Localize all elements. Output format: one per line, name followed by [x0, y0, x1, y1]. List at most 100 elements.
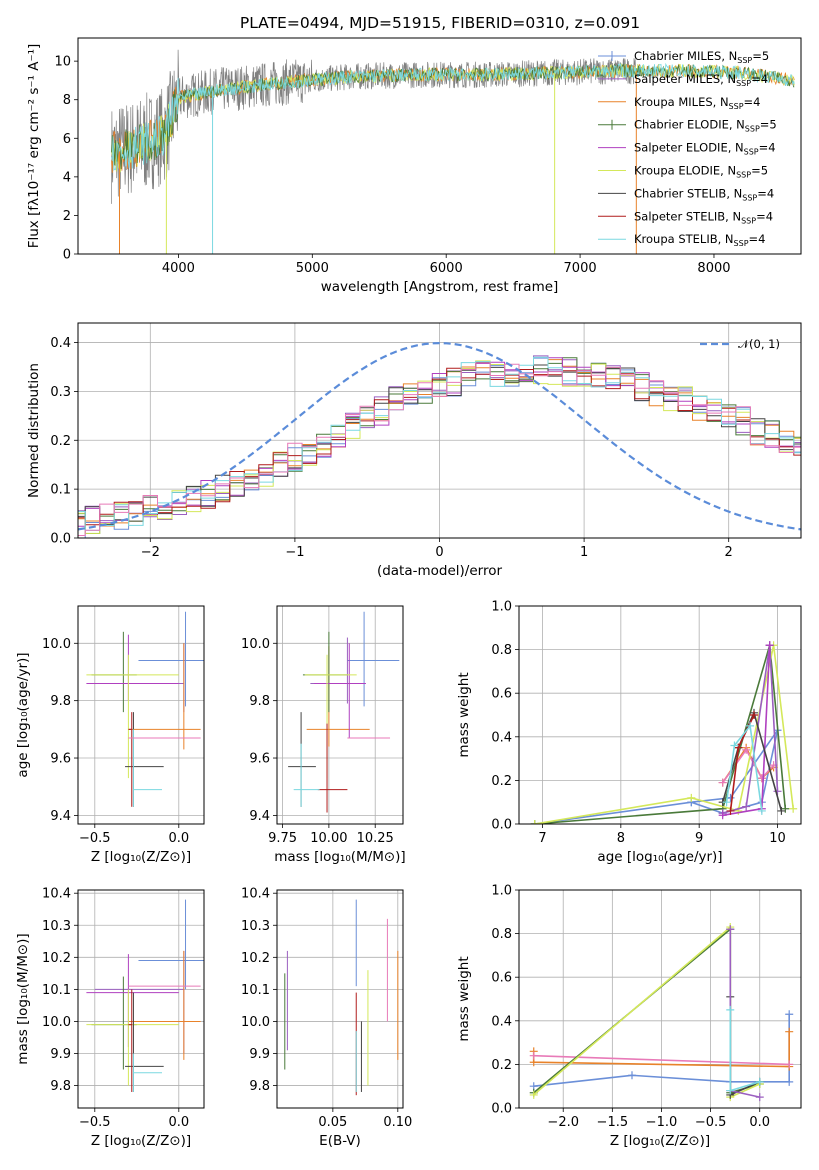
- x-tick-label: −1: [285, 545, 304, 560]
- x-tick-label: 7: [538, 831, 546, 846]
- chart-mass_weight_vs_age: 7 8 9 10 0.0 0.2 0.4 0.6 0.8 1.0 age [log₁₀(age/yr…: [456, 600, 802, 865]
- x-tick-label: 4000: [162, 261, 195, 276]
- mass-weight-point: [687, 793, 696, 802]
- y-axis-label: mass weight: [456, 672, 472, 757]
- mass-weight-point: [755, 1077, 764, 1086]
- x-axis-label: wavelength [Angstrom, rest frame]: [321, 279, 559, 295]
- axes-frame: [77, 889, 205, 1109]
- y-tick-label: 4: [63, 170, 71, 185]
- residual-histogram: [78, 357, 801, 527]
- x-axis-label: Z [log₁₀(Z/Z⊙)]: [91, 849, 191, 865]
- plot-area: [277, 606, 403, 824]
- mass-weight-point: [742, 745, 751, 754]
- legend-count: =5: [751, 164, 768, 178]
- mass-weight-line: [534, 644, 787, 824]
- legend-sub: SSP: [744, 148, 759, 157]
- y-tick-label: 0.6: [491, 687, 512, 702]
- mass-weight-line: [729, 929, 760, 1098]
- residual-histogram: [78, 355, 801, 522]
- x-axis-label: E(B-V): [319, 1133, 361, 1149]
- x-tick-label: −2: [141, 545, 160, 560]
- legend-label: Chabrier STELIB, NSSP=4: [634, 186, 774, 202]
- mass-weight-point: [726, 1086, 735, 1095]
- y-tick-label: 9.6: [50, 752, 71, 767]
- x-tick-label: 10.00: [310, 831, 347, 846]
- chart-mass_vs_ebv: 0.05 0.10 9.8 9.9 10.0 10.1 10.2 10.3 10.4 E(B-V): [241, 887, 412, 1149]
- x-tick-label: 0.0: [749, 1115, 770, 1130]
- mass-weight-point: [781, 804, 790, 813]
- mass-weight-point: [726, 806, 735, 815]
- y-tick-label: 0.1: [50, 483, 71, 498]
- x-tick-label: 8000: [697, 261, 730, 276]
- y-tick-label: 10.4: [42, 887, 71, 902]
- y-tick-label: 10.4: [241, 887, 270, 902]
- axes-frame: [518, 889, 802, 1109]
- legend-count: =5: [760, 118, 777, 132]
- y-tick-label: 0.8: [491, 643, 512, 658]
- mass-weight-point: [765, 641, 774, 650]
- legend-label: Kroupa STELIB, NSSP=4: [634, 232, 765, 248]
- y-tick-label: 10.3: [241, 919, 270, 934]
- legend-count: =4: [751, 72, 768, 86]
- residual-histogram: [78, 362, 801, 536]
- x-tick-label: 6000: [430, 261, 463, 276]
- y-tick-label: 0.2: [50, 434, 71, 449]
- mass-weight-point: [730, 741, 739, 750]
- x-tick-label: −0.5: [79, 831, 111, 846]
- chart-spectrum: 4000 5000 6000 7000 8000 0 2 4 6 8 10 wavelength [A…: [26, 37, 802, 295]
- mass-weight-point: [755, 1093, 764, 1102]
- mass-weight-point: [785, 1010, 794, 1019]
- y-tick-label: 0.4: [491, 1014, 512, 1029]
- chart-age_vs_Z: −0.5 0.0 9.4 9.6 9.8 10.0 Z [log₁₀(Z/Z⊙)] age […: [15, 605, 205, 865]
- y-tick-label: 10.2: [42, 951, 71, 966]
- chart-mass_vs_Z: −0.5 0.0 9.8 9.9 10.0 10.1 10.2 10.3 10.4 Z [log₁…: [15, 887, 205, 1149]
- mass-weight-point: [529, 1051, 538, 1060]
- legend-sub: SSP: [742, 193, 757, 202]
- x-tick-label: 0.0: [168, 1115, 189, 1130]
- mass-weight-point: [726, 1005, 735, 1014]
- axes-frame: [276, 889, 404, 1109]
- mass-weight-point: [785, 1027, 794, 1036]
- x-axis-label: Z [log₁₀(Z/Z⊙)]: [610, 1133, 710, 1149]
- x-tick-label: 9: [695, 831, 703, 846]
- mass-weight-line: [725, 723, 763, 812]
- y-tick-label: 10.0: [241, 1015, 270, 1030]
- x-tick-label: −0.5: [695, 1115, 727, 1130]
- y-tick-label: 0.8: [491, 927, 512, 942]
- legend-sub: SSP: [734, 239, 749, 248]
- plot-area: [111, 49, 795, 254]
- y-tick-label: 0.0: [491, 818, 512, 833]
- y-tick-label: 6: [63, 132, 71, 147]
- x-tick-label: 0: [435, 545, 443, 560]
- chart-residuals: −2 −1 0 1 2 0.0 0.1 0.2 0.3 0.4 (data-model)/error…: [26, 322, 802, 579]
- y-tick-label: 0.0: [50, 532, 71, 547]
- y-tick-label: 10.0: [42, 637, 71, 652]
- y-tick-label: 10.0: [42, 1015, 71, 1030]
- x-tick-label: 8: [617, 831, 625, 846]
- mass-weight-line: [533, 925, 761, 1099]
- mass-weight-point: [757, 774, 766, 783]
- plot-area: [78, 890, 204, 1108]
- model-spectrum: [111, 63, 795, 173]
- y-tick-label: 9.9: [249, 1047, 270, 1062]
- mass-weight-line: [729, 996, 761, 1097]
- y-axis-label: mass weight: [456, 956, 472, 1041]
- y-tick-label: 9.8: [249, 1079, 270, 1094]
- x-tick-label: 1: [580, 545, 588, 560]
- legend-sub: SSP: [745, 125, 760, 134]
- y-tick-label: 10.0: [241, 637, 270, 652]
- x-axis-label: (data-model)/error: [377, 563, 503, 579]
- x-tick-label: −0.5: [79, 1115, 111, 1130]
- axes-frame: [77, 605, 205, 825]
- x-tick-label: −2.0: [547, 1115, 579, 1130]
- axes-frame: [77, 37, 802, 255]
- y-tick-label: 0.6: [491, 971, 512, 986]
- y-tick-label: 0.3: [50, 385, 71, 400]
- x-tick-label: 5000: [296, 261, 329, 276]
- plot-area: [519, 606, 801, 824]
- legend-sub: SSP: [729, 102, 744, 111]
- y-tick-label: 10.3: [42, 919, 71, 934]
- legend-sub: SSP: [737, 56, 752, 65]
- y-tick-label: 10.2: [241, 951, 270, 966]
- x-tick-label: 10: [769, 831, 786, 846]
